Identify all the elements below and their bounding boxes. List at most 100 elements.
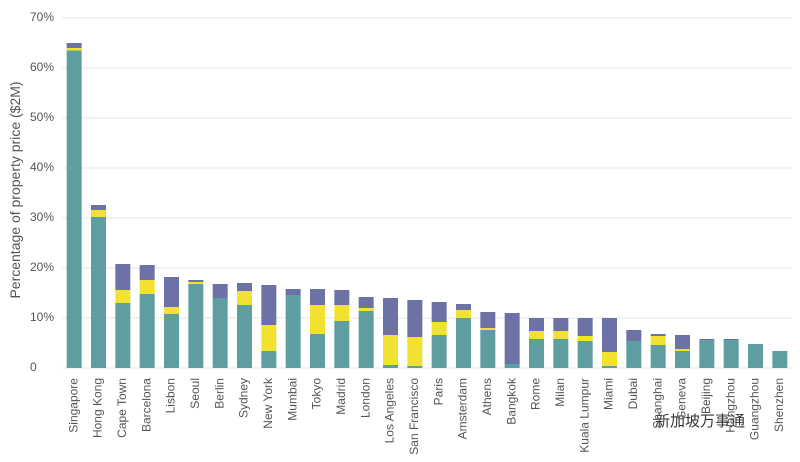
bar-segment <box>699 339 715 340</box>
x-tick-label: Guangzhou <box>748 378 762 440</box>
x-tick-label: Amsterdam <box>456 378 470 439</box>
bar-segment <box>383 298 398 335</box>
bar-segment <box>772 351 788 368</box>
y-tick-label: 70% <box>30 10 54 24</box>
bar-segment <box>261 285 277 325</box>
x-tick-label: Shenzhen <box>772 378 786 432</box>
y-axis-label: Percentage of property price ($2M) <box>7 81 23 298</box>
bar-segment <box>529 339 544 368</box>
bar-segment <box>650 345 666 368</box>
bar-segment <box>91 217 106 368</box>
y-tick-label: 30% <box>30 210 54 224</box>
bar-segment <box>139 265 155 280</box>
bar-segment <box>115 264 131 290</box>
bar-segment <box>675 351 690 368</box>
bar-segment <box>602 366 617 368</box>
x-tick-label: Hangzhou <box>723 378 737 433</box>
bar-segment <box>723 340 739 368</box>
bar-segment <box>577 318 593 336</box>
bar-segment <box>553 331 569 339</box>
bar-segment <box>139 280 155 294</box>
bar-segment <box>431 302 447 322</box>
bar-segment <box>237 283 252 291</box>
bar-segment <box>91 210 106 217</box>
bar-segment <box>456 318 471 368</box>
bar-segment <box>383 365 398 368</box>
bar-segment <box>139 294 155 368</box>
x-tick-label: London <box>358 378 372 418</box>
bar-segment <box>602 352 617 366</box>
bar-segment <box>456 310 471 318</box>
bar-segment <box>504 364 520 368</box>
bar-segment <box>237 305 252 368</box>
bar-segment <box>334 290 350 305</box>
bar-segment <box>626 341 642 368</box>
bar-segment <box>310 305 325 334</box>
bar-segment <box>115 303 131 368</box>
bar-segment <box>480 328 496 330</box>
bar-segment <box>310 289 325 305</box>
x-tick-label: Madrid <box>334 378 348 415</box>
bar-segment <box>237 291 252 305</box>
x-tick-label: Rome <box>529 378 543 410</box>
bar-segment <box>577 341 593 368</box>
y-tick-label: 60% <box>30 60 54 74</box>
bar-segment <box>480 330 496 368</box>
bar-segment <box>407 337 423 366</box>
x-tick-label: Seoul <box>188 378 202 409</box>
y-tick-label: 50% <box>30 110 54 124</box>
bar-segment <box>164 307 179 314</box>
bar-segment <box>407 300 423 337</box>
y-tick-label: 20% <box>30 260 54 274</box>
bar-segment <box>748 344 763 368</box>
x-tick-label: Paris <box>431 378 445 405</box>
x-tick-label: Milan <box>553 378 567 407</box>
bar-segment <box>553 339 569 368</box>
bar-segment <box>577 336 593 341</box>
x-tick-label: Barcelona <box>139 378 153 432</box>
y-tick-label: 10% <box>30 310 54 324</box>
bar-segment <box>553 318 569 331</box>
bar-segment <box>188 282 204 284</box>
x-tick-label: Los Angeles <box>383 378 397 443</box>
bar-segment <box>310 334 325 368</box>
bar-segment <box>358 308 374 311</box>
x-tick-label: Tokyo <box>310 378 324 410</box>
bar-segment <box>456 304 471 310</box>
bar-segment <box>480 312 496 328</box>
x-tick-label: Shanghai <box>650 378 664 429</box>
bar-segment <box>285 289 301 295</box>
y-tick-label: 40% <box>30 160 54 174</box>
bar-segment <box>188 280 204 282</box>
bar-segment <box>723 339 739 340</box>
bar-segment <box>504 313 520 364</box>
bar-segment <box>164 314 179 368</box>
x-tick-label: Kuala Lumpur <box>577 378 591 453</box>
bar-segment <box>699 340 715 368</box>
bar-segment <box>383 335 398 365</box>
bar-segment <box>66 48 82 51</box>
x-tick-label: Athens <box>480 378 494 415</box>
bar-segment <box>529 331 544 339</box>
bar-segment <box>261 325 277 351</box>
x-tick-label: Beijing <box>699 378 713 414</box>
bar-segment <box>650 336 666 345</box>
bar-segment <box>91 205 106 210</box>
x-tick-label: Mumbai <box>285 378 299 421</box>
x-tick-label: New York <box>261 377 275 429</box>
x-tick-label: Berlin <box>212 378 226 409</box>
bar-segment <box>407 366 423 368</box>
bar-segment <box>602 318 617 352</box>
bar-segment <box>431 322 447 335</box>
x-tick-label: Sydney <box>237 378 251 418</box>
bar-segment <box>212 284 228 298</box>
x-tick-label: Dubai <box>626 378 640 409</box>
bar-segment <box>626 330 642 341</box>
bar-segment <box>66 50 82 368</box>
bar-segment <box>650 334 666 336</box>
x-tick-label: Cape Town <box>115 378 129 438</box>
bar-segment <box>212 298 228 368</box>
bar-segment <box>358 297 374 308</box>
bar-segment <box>334 305 350 321</box>
